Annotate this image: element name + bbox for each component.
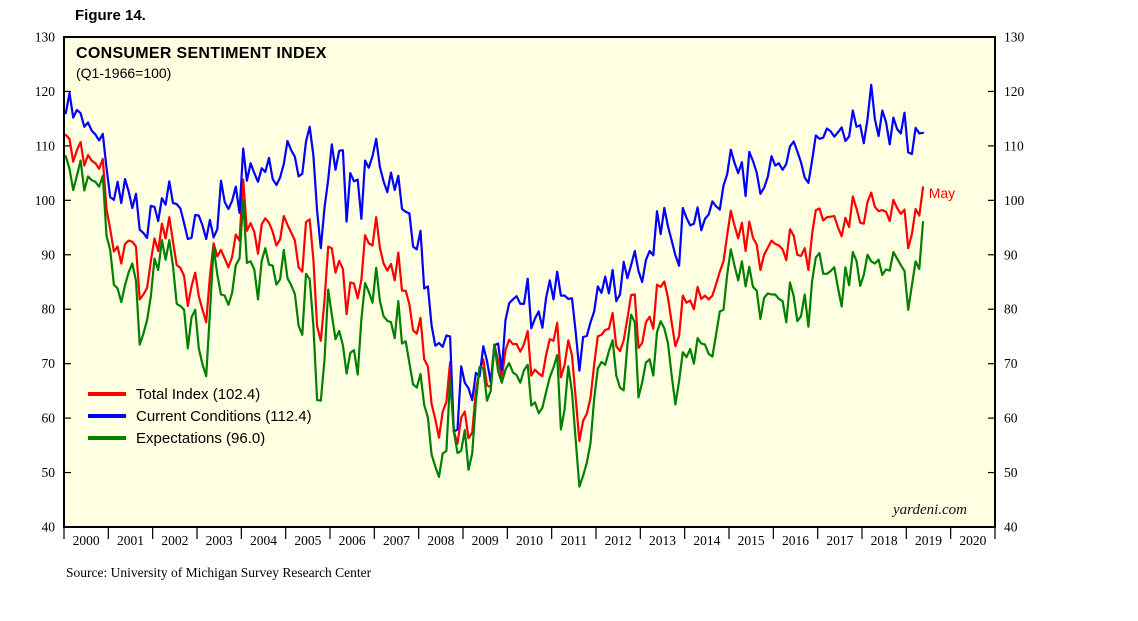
legend: Total Index (102.4) Current Conditions (… xyxy=(88,383,312,449)
y-axis-label-right: 40 xyxy=(1004,520,1018,535)
y-axis-label-left: 100 xyxy=(35,193,56,208)
y-axis-label-left: 40 xyxy=(42,520,56,535)
y-axis-label-left: 70 xyxy=(42,356,56,371)
annotation-may: May xyxy=(928,185,956,202)
y-axis-label-left: 80 xyxy=(42,302,56,317)
chart-title: CONSUMER SENTIMENT INDEX xyxy=(76,45,327,62)
x-axis-label: 2007 xyxy=(383,533,410,548)
legend-swatch-total-index xyxy=(88,392,126,396)
watermark-yardeni: yardeni.com xyxy=(893,502,968,518)
y-axis-label-right: 70 xyxy=(1004,356,1018,371)
y-axis-label-right: 90 xyxy=(1004,247,1018,262)
legend-label-current-conditions: Current Conditions (112.4) xyxy=(136,407,312,425)
y-axis-label-right: 100 xyxy=(1004,193,1025,208)
y-axis-label-left: 50 xyxy=(42,465,56,480)
x-axis-label: 2013 xyxy=(649,533,676,548)
y-axis-label-right: 130 xyxy=(1004,30,1025,45)
x-axis-label: 2006 xyxy=(339,533,366,548)
x-axis-label: 2015 xyxy=(738,533,765,548)
x-axis-label: 2004 xyxy=(250,533,277,548)
x-axis-label: 2011 xyxy=(561,533,588,548)
x-axis-label: 2002 xyxy=(161,533,188,548)
y-axis-label-left: 90 xyxy=(42,247,56,262)
legend-label-expectations: Expectations (96.0) xyxy=(136,429,266,447)
y-axis-label-left: 110 xyxy=(35,138,55,153)
legend-swatch-current-conditions xyxy=(88,414,126,418)
x-axis-label: 2017 xyxy=(826,533,853,548)
y-axis-label-right: 60 xyxy=(1004,411,1018,426)
x-axis-label: 2010 xyxy=(516,533,543,548)
figure-label: Figure 14. xyxy=(75,7,146,24)
plot-area xyxy=(63,36,996,528)
y-axis-label-right: 120 xyxy=(1004,84,1025,99)
x-axis-label: 2014 xyxy=(693,533,720,548)
source-note: Source: University of Michigan Survey Re… xyxy=(66,565,372,580)
y-axis-label-right: 110 xyxy=(1004,138,1024,153)
legend-item-total-index: Total Index (102.4) xyxy=(88,383,312,405)
y-axis-label-right: 80 xyxy=(1004,302,1018,317)
legend-item-current-conditions: Current Conditions (112.4) xyxy=(88,405,312,427)
legend-swatch-expectations xyxy=(88,436,126,440)
legend-item-expectations: Expectations (96.0) xyxy=(88,427,312,449)
y-axis-label-left: 130 xyxy=(35,30,56,45)
y-axis-label-left: 120 xyxy=(35,84,56,99)
x-axis-label: 2005 xyxy=(294,533,321,548)
x-axis-label: 2001 xyxy=(117,533,144,548)
x-axis-label: 2016 xyxy=(782,533,809,548)
legend-label-total-index: Total Index (102.4) xyxy=(136,385,261,403)
chart-subtitle: (Q1-1966=100) xyxy=(76,65,172,81)
x-axis-label: 2020 xyxy=(959,533,986,548)
x-axis-label: 2009 xyxy=(472,533,499,548)
x-axis-label: 2018 xyxy=(871,533,898,548)
x-axis-label: 2012 xyxy=(605,533,632,548)
x-axis-label: 2003 xyxy=(206,533,233,548)
series-line-expectations xyxy=(64,155,925,488)
x-axis-label: 2008 xyxy=(427,533,454,548)
y-axis-label-right: 50 xyxy=(1004,465,1018,480)
x-axis-label: 2000 xyxy=(73,533,100,548)
y-axis-label-left: 60 xyxy=(42,411,56,426)
x-axis-label: 2019 xyxy=(915,533,942,548)
